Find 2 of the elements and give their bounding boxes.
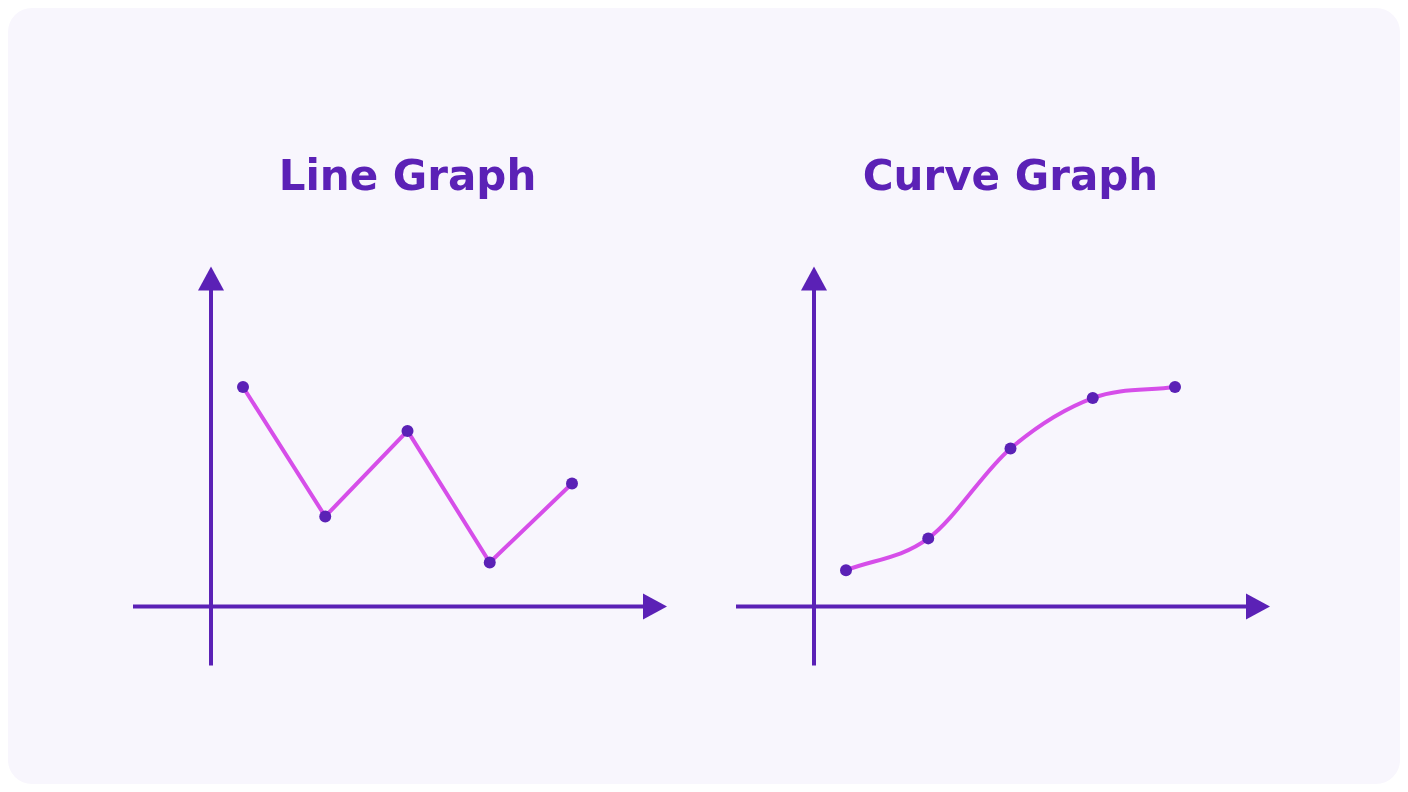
chart-title: Line Graph [278,151,537,201]
chart-title: Curve Graph [862,151,1159,201]
